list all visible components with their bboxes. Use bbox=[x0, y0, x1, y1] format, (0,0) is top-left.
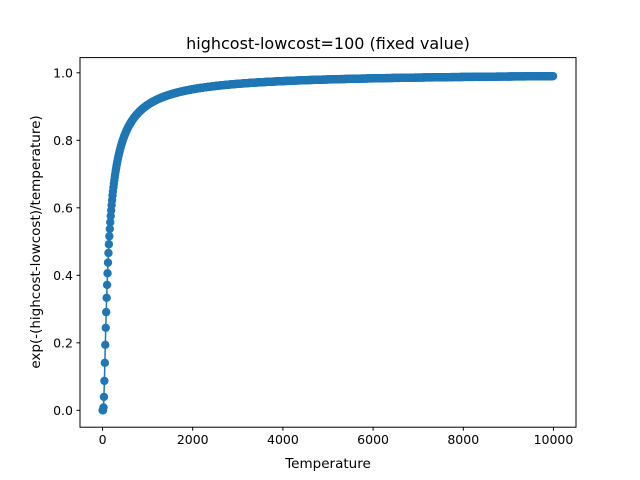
data-point bbox=[104, 248, 113, 258]
y-tick-label: 1.0 bbox=[53, 65, 73, 80]
x-tick-label: 4000 bbox=[267, 432, 299, 447]
axes-frame bbox=[79, 57, 577, 428]
x-axis-label: Temperature bbox=[284, 456, 371, 472]
data-point bbox=[105, 224, 115, 234]
data-point bbox=[103, 258, 113, 267]
y-tick-label: 0.8 bbox=[53, 133, 73, 148]
plot-area bbox=[79, 57, 577, 428]
series-layer bbox=[98, 71, 558, 415]
series-line bbox=[102, 75, 554, 412]
data-point bbox=[105, 232, 114, 241]
chart-title: highcost-lowcost=100 (fixed value) bbox=[186, 34, 470, 53]
data-point bbox=[99, 392, 109, 402]
data-point bbox=[101, 340, 110, 350]
data-point bbox=[100, 358, 110, 368]
data-point bbox=[100, 376, 109, 386]
x-tick-label: 8000 bbox=[447, 432, 479, 447]
y-tick-label: 0.6 bbox=[53, 200, 73, 215]
x-tick-label: 10000 bbox=[534, 432, 574, 447]
data-point bbox=[102, 293, 111, 303]
data-point bbox=[99, 403, 108, 412]
y-tick-label: 0.2 bbox=[53, 335, 73, 350]
y-tick-label: 0.4 bbox=[53, 268, 73, 283]
data-point bbox=[103, 269, 112, 278]
y-axis: 0.0 0.2 0.4 0.6 0.8 1.0 bbox=[53, 65, 80, 418]
x-tick-label: 2000 bbox=[177, 432, 209, 447]
data-point bbox=[102, 307, 111, 317]
data-point bbox=[101, 323, 110, 332]
data-point bbox=[104, 240, 114, 249]
data-point bbox=[548, 71, 558, 81]
x-tick-label: 0 bbox=[99, 432, 107, 447]
x-tick-label: 6000 bbox=[357, 432, 389, 447]
y-axis-label: exp(-(highcost-lowcost)/temperature) bbox=[28, 115, 44, 368]
data-point bbox=[106, 218, 115, 227]
x-axis: 0 2000 4000 6000 8000 10000 bbox=[99, 427, 574, 447]
y-tick-label: 0.0 bbox=[53, 403, 73, 418]
data-point bbox=[102, 280, 112, 290]
